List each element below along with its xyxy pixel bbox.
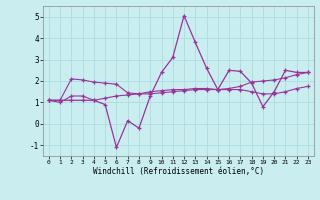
X-axis label: Windchill (Refroidissement éolien,°C): Windchill (Refroidissement éolien,°C) — [93, 167, 264, 176]
